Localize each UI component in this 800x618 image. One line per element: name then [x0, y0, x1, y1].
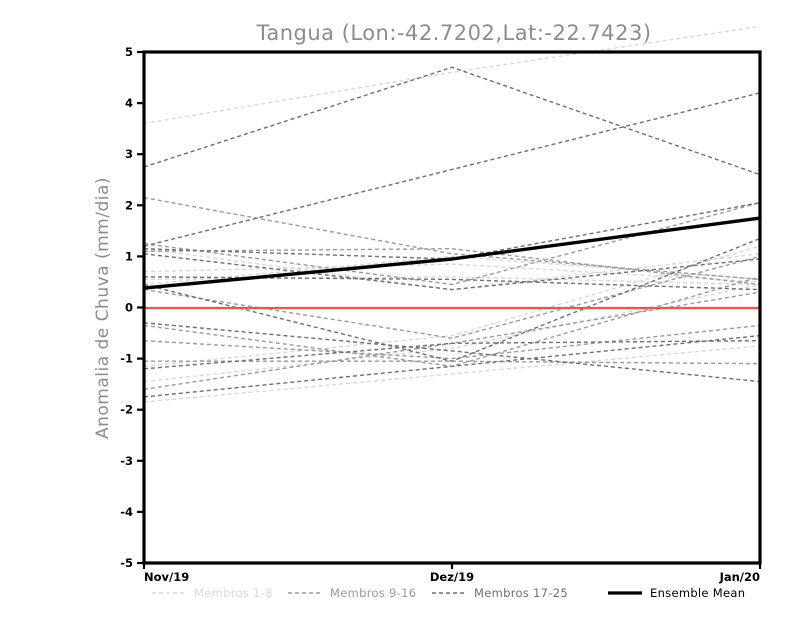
member-line	[143, 245, 761, 367]
x-tick-label: Dez/19	[430, 570, 474, 584]
member-line	[143, 276, 761, 286]
y-tick-label: 4	[125, 96, 133, 110]
member-line	[143, 92, 761, 247]
member-line	[143, 322, 761, 383]
legend-label: Membros 17-25	[474, 586, 568, 600]
chart-title: Tangua (Lon:-42.7202,Lat:-22.7423)	[255, 21, 651, 45]
y-tick-label: 3	[125, 147, 133, 161]
member-line	[143, 283, 761, 383]
member-line	[143, 237, 761, 362]
legend-label: Membros 1-8	[194, 586, 273, 600]
member-line	[143, 196, 761, 281]
y-tick-label: 5	[125, 45, 133, 59]
member-line	[143, 276, 761, 291]
y-tick-label: 1	[125, 249, 133, 263]
member-line	[143, 255, 761, 339]
y-tick-label: 2	[125, 198, 133, 212]
y-tick-label: -5	[120, 556, 133, 570]
plot-frame	[142, 50, 762, 565]
member-line	[143, 253, 761, 291]
member-line	[143, 291, 761, 390]
legend-label: Membros 9-16	[330, 586, 416, 600]
y-tick-label: 0	[125, 301, 133, 315]
y-tick-label: -3	[120, 454, 133, 468]
y-axis-ticks: 5 4 3 2 1 0 -1 -2 -3 -4 -5	[120, 45, 144, 570]
member-line	[143, 340, 761, 370]
x-axis-ticks: Nov/19 Dez/19 Jan/20	[142, 563, 762, 584]
ensemble-member-lines	[143, 25, 761, 403]
member-line	[143, 66, 761, 176]
y-tick-label: -1	[120, 352, 133, 366]
member-line	[143, 255, 761, 286]
y-tick-label: -4	[120, 505, 133, 519]
member-line	[143, 345, 761, 403]
legend-label: Ensemble Mean	[650, 586, 745, 600]
member-line	[143, 334, 761, 398]
x-tick-label: Jan/20	[719, 570, 760, 584]
member-line	[143, 25, 761, 125]
member-line	[143, 202, 761, 286]
y-tick-label: -2	[120, 403, 133, 417]
x-tick-label: Nov/19	[144, 570, 189, 584]
member-line	[143, 247, 761, 286]
ensemble-mean-line	[142, 216, 762, 290]
chart-legend: Membros 1-8 Membros 9-16 Membros 17-25 Ense…	[152, 586, 745, 600]
member-line	[143, 263, 761, 283]
member-line	[143, 324, 761, 360]
y-axis-label: Anomalia de Chuva (mm/dia)	[93, 177, 113, 439]
